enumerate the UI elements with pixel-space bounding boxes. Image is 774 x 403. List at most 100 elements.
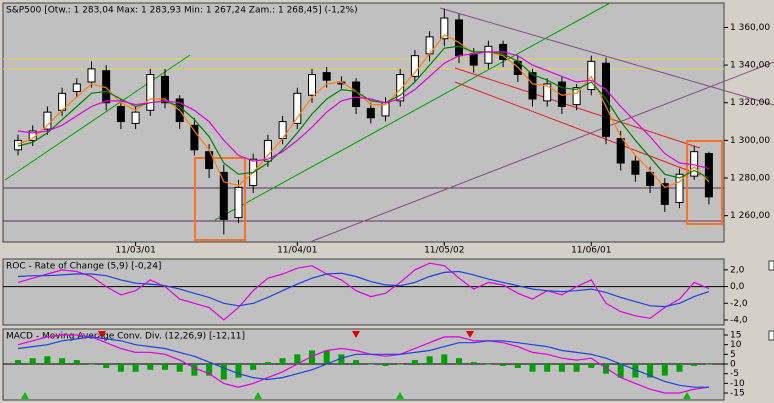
y-tick-label: -15 [730, 389, 745, 399]
chart-title: S&P500 [Otw.: 1 283,04 Max: 1 283,93 Min… [6, 6, 358, 16]
trendline [214, 2, 611, 221]
candle-body [43, 111, 52, 130]
highlight-box [686, 140, 723, 225]
candle-body [161, 75, 169, 104]
y-tick-label: 0 [730, 360, 736, 370]
y-tick-label: 1 280,00 [730, 174, 770, 184]
histogram-bar [529, 364, 536, 372]
panel-title: MACD - Moving Average Conv. Div. (12,26,… [6, 332, 245, 342]
histogram-bar [456, 358, 462, 365]
histogram-bar [338, 354, 345, 365]
y-tick-label: 1 360,00 [730, 23, 770, 33]
histogram-bar [162, 364, 168, 370]
candle-body [190, 124, 199, 151]
candle-body [366, 107, 375, 119]
candle-body [484, 45, 493, 64]
x-tick-label: 11/05/02 [424, 246, 464, 256]
series-line [17, 262, 710, 321]
histogram-bar [426, 356, 433, 365]
candle-body [205, 151, 214, 170]
histogram-bar [617, 364, 624, 378]
candle-body [440, 17, 449, 40]
y-tick-label: -5 [730, 369, 739, 379]
x-tick-label: 11/06/01 [571, 246, 611, 256]
candle-body [308, 74, 316, 96]
candle-body [293, 92, 302, 124]
highlight-box [194, 157, 246, 241]
candle-body [631, 160, 640, 175]
histogram-bar [544, 364, 551, 372]
buy-marker [254, 392, 262, 399]
histogram-bar [103, 364, 110, 368]
y-tick-label: -4,0 [730, 315, 748, 325]
y-tick-label: 10 [730, 340, 742, 350]
candle-body [572, 87, 581, 106]
histogram-bar [632, 364, 639, 378]
histogram-bar [73, 360, 80, 365]
trendline [454, 81, 701, 176]
histogram-bar [220, 364, 227, 380]
histogram-bar [191, 364, 198, 376]
histogram-bar [132, 364, 139, 372]
histogram-bar [59, 358, 66, 365]
candle-body [87, 68, 96, 83]
histogram-bar [397, 364, 404, 365]
trendline [454, 67, 701, 149]
candle-body [219, 171, 228, 220]
histogram-bar [88, 364, 95, 365]
histogram-bar [647, 364, 654, 378]
candle-body [455, 19, 463, 57]
x-tick-label: 11/04/01 [277, 246, 317, 256]
candle-body [146, 74, 155, 111]
candle-body [410, 55, 419, 77]
series-line [17, 336, 709, 388]
histogram-bar [353, 360, 360, 365]
histogram-bar [309, 350, 315, 365]
series-line [17, 270, 710, 308]
candle-body [587, 60, 596, 91]
candle-body [116, 106, 125, 123]
y-tick-label: -10 [730, 379, 745, 389]
trendline [439, 7, 774, 106]
y-tick-label: 1 340,00 [730, 61, 770, 71]
histogram-bar [485, 364, 492, 365]
price-panel [2, 2, 725, 243]
series-line [17, 45, 710, 179]
histogram-bar [441, 354, 448, 365]
panel-handle[interactable] [768, 260, 774, 271]
histogram-bar [676, 364, 683, 372]
histogram-bar [367, 364, 374, 365]
panel-handle[interactable] [768, 330, 774, 341]
histogram-bar [705, 364, 712, 365]
sell-marker [98, 331, 106, 338]
histogram-bar [603, 364, 609, 374]
series-line [17, 334, 709, 394]
histogram-bar [250, 364, 257, 370]
x-tick-label: 11/03/01 [115, 246, 155, 256]
panel-title: ROC - Rate of Change (5,9) [-0,24] [6, 262, 161, 272]
candle-body [543, 83, 552, 102]
histogram-bar [29, 358, 36, 365]
histogram-bar [470, 362, 477, 365]
histogram-bar [382, 364, 389, 366]
y-tick-label: 2,0 [730, 265, 745, 275]
histogram-bar [661, 364, 668, 376]
sell-marker [466, 331, 474, 338]
y-tick-label: -2,0 [730, 299, 748, 309]
histogram-bar [117, 364, 124, 372]
y-tick-label: 1 320,00 [730, 98, 770, 108]
histogram-bar [294, 354, 301, 365]
y-tick-label: 5 [730, 350, 736, 360]
candle-body [72, 83, 81, 92]
histogram-bar [15, 360, 21, 365]
histogram-bar [279, 358, 286, 365]
histogram-bar [323, 350, 330, 365]
candle-body [396, 74, 405, 102]
histogram-bar [514, 364, 521, 368]
candle-body [660, 183, 669, 205]
histogram-bar [500, 364, 507, 366]
histogram-bar [176, 364, 183, 372]
histogram-bar [691, 364, 698, 366]
y-tick-label: 15 [730, 330, 741, 340]
histogram-bar [588, 364, 595, 368]
